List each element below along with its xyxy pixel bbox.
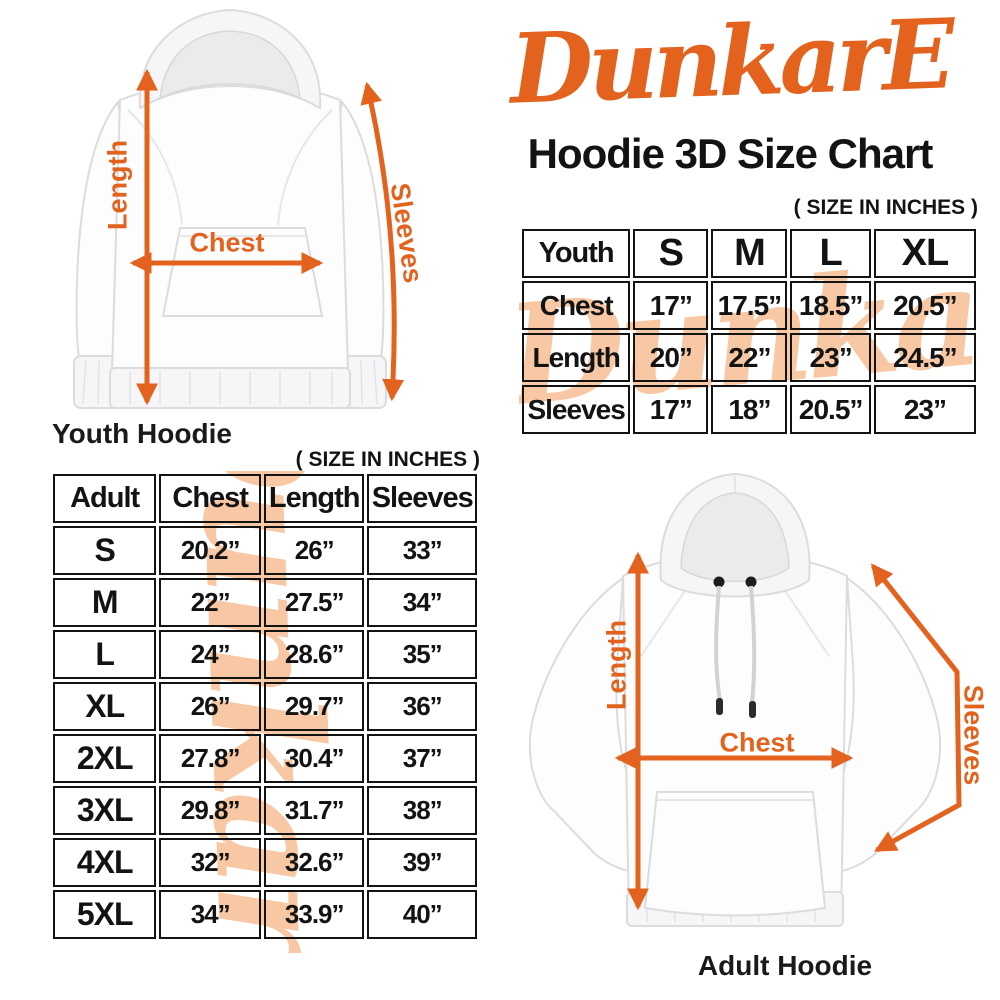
adult-chest-label: Chest [719, 727, 795, 758]
adult-table-row-label: 5XL [53, 890, 157, 939]
adult-table-cell: 34” [367, 578, 477, 627]
adult-table-header-0: Adult [53, 474, 157, 523]
adult-table-cell: 29.8” [159, 786, 261, 835]
adult-hoodie-figure: Length Chest Sleeves Adult Hoodie [495, 460, 1000, 1000]
youth-table-cell: 24.5” [873, 333, 976, 382]
youth-size-table: Youth S M L XL Chest 17” 17.5” 18.5” 20.5” Length 2… [519, 226, 979, 437]
youth-table-cell: 18.5” [790, 281, 871, 330]
adult-table-cell: 34” [159, 890, 261, 939]
adult-table-row-label: 2XL [53, 734, 157, 783]
adult-table-cell: 28.6” [264, 630, 365, 679]
adult-table-cell: 33.9” [264, 890, 365, 939]
adult-table-cell: 27.5” [264, 578, 365, 627]
adult-size-table: Adult Chest Length Sleeves S 20.2” 26” 33” M 22” 2… [50, 471, 480, 942]
adult-table-cell: 22” [159, 578, 261, 627]
adult-table-row-label: S [53, 526, 157, 575]
youth-table-row-label: Chest [522, 281, 631, 330]
adult-table-row-7: 5XL 34” 33.9” 40” [53, 890, 477, 939]
youth-table-cell: 17.5” [711, 281, 788, 330]
youth-length-label: Length [102, 140, 133, 230]
youth-table-row-1: Length 20” 22” 23” 24.5” [522, 333, 976, 382]
adult-table-cell: 26” [264, 526, 365, 575]
adult-table-cell: 32” [159, 838, 261, 887]
youth-table-cell: 18” [711, 385, 788, 434]
adult-table-cell: 30.4” [264, 734, 365, 783]
adult-table-cell: 24” [159, 630, 261, 679]
youth-table-header-0: Youth [522, 229, 631, 278]
youth-table-cell: 22” [711, 333, 788, 382]
adult-table-cell: 32.6” [264, 838, 365, 887]
youth-table-row-label: Sleeves [522, 385, 631, 434]
adult-table-row-label: XL [53, 682, 157, 731]
adult-table-row-2: L 24” 28.6” 35” [53, 630, 477, 679]
adult-size-note: ( SIZE IN INCHES ) [295, 448, 480, 471]
adult-table-cell: 29.7” [264, 682, 365, 731]
adult-table-header-3: Sleeves [367, 474, 477, 523]
youth-table-cell: 17” [633, 385, 709, 434]
adult-table-row-3: XL 26” 29.7” 36” [53, 682, 477, 731]
adult-table-row-label: L [53, 630, 157, 679]
youth-chest-label: Chest [189, 227, 265, 258]
adult-table-row-6: 4XL 32” 32.6” 39” [53, 838, 477, 887]
adult-table-cell: 33” [367, 526, 477, 575]
adult-table-cell: 36” [367, 682, 477, 731]
page-title: Hoodie 3D Size Chart [527, 130, 934, 177]
adult-hoodie-caption: Adult Hoodie [697, 950, 873, 981]
adult-table-cell: 26” [159, 682, 261, 731]
youth-sleeves-arrow [360, 81, 405, 402]
adult-table-row-label: 4XL [53, 838, 157, 887]
youth-table-row-label: Length [522, 333, 631, 382]
adult-table-row-5: 3XL 29.8” 31.7” 38” [53, 786, 477, 835]
youth-size-note: ( SIZE IN INCHES ) [793, 196, 978, 219]
youth-table-cell: 20” [633, 333, 709, 382]
youth-table-header-2: M [711, 229, 788, 278]
youth-table-header-4: XL [873, 229, 976, 278]
youth-table-header-3: L [790, 229, 871, 278]
adult-table-row-label: 3XL [53, 786, 157, 835]
adult-table-header-1: Chest [159, 474, 261, 523]
adult-table-cell: 38” [367, 786, 477, 835]
youth-table-cell: 23” [790, 333, 871, 382]
adult-table-row-0: S 20.2” 26” 33” [53, 526, 477, 575]
adult-table-cell: 31.7” [264, 786, 365, 835]
adult-table-cell: 20.2” [159, 526, 261, 575]
adult-table-cell: 27.8” [159, 734, 261, 783]
adult-length-label: Length [601, 620, 632, 710]
adult-table-cell: 39” [367, 838, 477, 887]
youth-table-header-row: Youth S M L XL [522, 229, 976, 278]
youth-table-container: DunkarE Youth S M L XL Chest 17” 17.5” 18.5” 20.5… [519, 226, 979, 444]
adult-table-cell: 40” [367, 890, 477, 939]
youth-table-cell: 20.5” [790, 385, 871, 434]
adult-hoodie-illustration [528, 472, 962, 927]
youth-table-cell: 23” [873, 385, 976, 434]
adult-sleeves-arrow [870, 563, 962, 853]
adult-table-row-1: M 22” 27.5” 34” [53, 578, 477, 627]
youth-table-header-1: S [633, 229, 709, 278]
youth-table-row-2: Sleeves 17” 18” 20.5” 23” [522, 385, 976, 434]
adult-table-header-2: Length [264, 474, 365, 523]
youth-hoodie-illustration [73, 8, 405, 409]
adult-hoodie-garment [528, 472, 942, 927]
adult-table-container: DunkarE Adult Chest Length Sleeves S 20.2” 26”… [50, 471, 480, 953]
adult-table-row-label: M [53, 578, 157, 627]
adult-sleeves-label: Sleeves [958, 684, 989, 786]
youth-hoodie-caption: Youth Hoodie [52, 418, 232, 449]
youth-table-cell: 17” [633, 281, 709, 330]
youth-hoodie-figure: Length Chest Sleeves Youth Hoodie [20, 0, 460, 450]
adult-table-cell: 35” [367, 630, 477, 679]
adult-table-header-row: Adult Chest Length Sleeves [53, 474, 477, 523]
brand-logo: DunkarE [508, 0, 952, 126]
youth-table-cell: 20.5” [873, 281, 976, 330]
youth-table-row-0: Chest 17” 17.5” 18.5” 20.5” [522, 281, 976, 330]
adult-table-row-4: 2XL 27.8” 30.4” 37” [53, 734, 477, 783]
adult-table-cell: 37” [367, 734, 477, 783]
